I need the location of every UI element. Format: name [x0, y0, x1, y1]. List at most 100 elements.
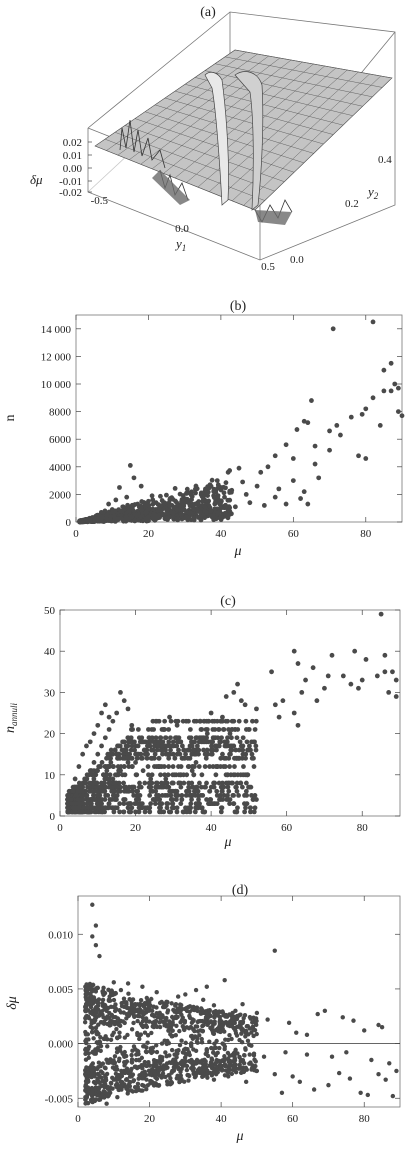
data-point	[253, 718, 259, 724]
data-point	[184, 491, 189, 496]
data-point	[167, 497, 173, 503]
data-point	[137, 1058, 142, 1063]
data-point	[239, 1031, 244, 1036]
data-point	[272, 494, 278, 500]
data-point	[203, 1061, 208, 1067]
data-point	[161, 809, 167, 815]
data-point	[119, 508, 124, 514]
data-point	[181, 1047, 187, 1052]
data-point	[168, 718, 174, 724]
data-point	[95, 1064, 101, 1070]
data-point	[359, 411, 365, 417]
chart-d-svg: (d) 0 20 40 60 80 -0.005 0.000 0.005 0.010 μ δμ	[5, 883, 401, 1144]
data-point	[106, 714, 112, 720]
data-point	[222, 1020, 228, 1025]
data-point	[227, 468, 233, 473]
data-point	[191, 747, 197, 753]
data-point	[116, 1077, 121, 1082]
data-point	[83, 1051, 88, 1056]
data-point	[224, 797, 230, 802]
data-point	[247, 1026, 252, 1031]
data-point	[119, 1071, 124, 1077]
data-point	[138, 503, 143, 509]
data-point	[252, 739, 257, 745]
data-point	[195, 500, 200, 506]
data-point	[193, 1024, 198, 1029]
data-point	[96, 1022, 101, 1027]
data-point	[132, 1064, 138, 1069]
data-point	[204, 797, 209, 802]
data-point	[150, 1045, 156, 1051]
data-point	[222, 1057, 228, 1062]
data-point	[214, 718, 220, 724]
data-point	[280, 698, 286, 704]
y-tick-label: 12 000	[41, 351, 72, 363]
chart-c-title: (c)	[220, 594, 236, 609]
data-point	[111, 1077, 117, 1082]
data-point	[211, 1009, 216, 1015]
data-point	[236, 718, 242, 724]
data-point	[224, 743, 230, 749]
data-point	[135, 727, 141, 732]
data-point	[225, 718, 230, 724]
data-point	[174, 1023, 179, 1029]
data-point	[148, 1071, 153, 1077]
data-point	[133, 797, 139, 802]
data-point	[290, 456, 296, 461]
data-point	[137, 793, 143, 798]
data-point	[169, 780, 175, 786]
surface-gridline	[220, 71, 359, 197]
data-point	[222, 977, 227, 983]
data-point	[112, 1054, 118, 1059]
data-point	[116, 1022, 121, 1027]
data-point	[76, 764, 82, 769]
data-point	[187, 1052, 192, 1058]
data-point	[178, 739, 184, 745]
data-point	[229, 1071, 235, 1077]
surface-gridline	[224, 56, 383, 88]
data-point	[167, 1019, 172, 1024]
data-point	[85, 996, 90, 1001]
data-point	[122, 505, 127, 511]
data-point	[141, 747, 147, 753]
data-point	[83, 1005, 88, 1010]
data-point	[157, 809, 162, 815]
data-point	[124, 1012, 129, 1017]
data-point	[162, 727, 167, 732]
data-point	[111, 764, 116, 769]
data-point	[91, 1097, 96, 1102]
data-point	[139, 801, 145, 807]
data-point	[217, 502, 223, 507]
data-point	[86, 1037, 91, 1042]
data-point	[120, 1051, 125, 1056]
data-point	[147, 793, 153, 798]
data-point	[209, 1064, 215, 1069]
data-point	[151, 1004, 156, 1009]
data-point	[176, 507, 182, 512]
data-point	[200, 1023, 205, 1029]
data-point	[223, 694, 229, 699]
data-point	[370, 319, 376, 325]
data-point	[236, 465, 242, 471]
data-point	[132, 747, 137, 753]
data-point	[121, 780, 126, 786]
data-point	[189, 501, 195, 507]
data-point	[251, 809, 257, 815]
data-point	[178, 511, 184, 517]
data-point	[100, 788, 106, 794]
data-point	[110, 793, 116, 798]
data-point	[329, 652, 335, 658]
chart-a-svg: (a) 0.0	[30, 5, 396, 273]
data-point	[207, 1008, 212, 1013]
data-point	[154, 1049, 160, 1055]
surface-gridline	[204, 70, 363, 107]
data-point	[162, 793, 168, 798]
data-point	[202, 508, 207, 514]
data-point	[143, 510, 149, 515]
data-point	[166, 727, 172, 732]
data-point	[392, 381, 398, 387]
data-point	[174, 516, 180, 522]
data-point	[157, 1024, 163, 1030]
data-point	[84, 1065, 89, 1070]
data-point	[159, 780, 164, 786]
